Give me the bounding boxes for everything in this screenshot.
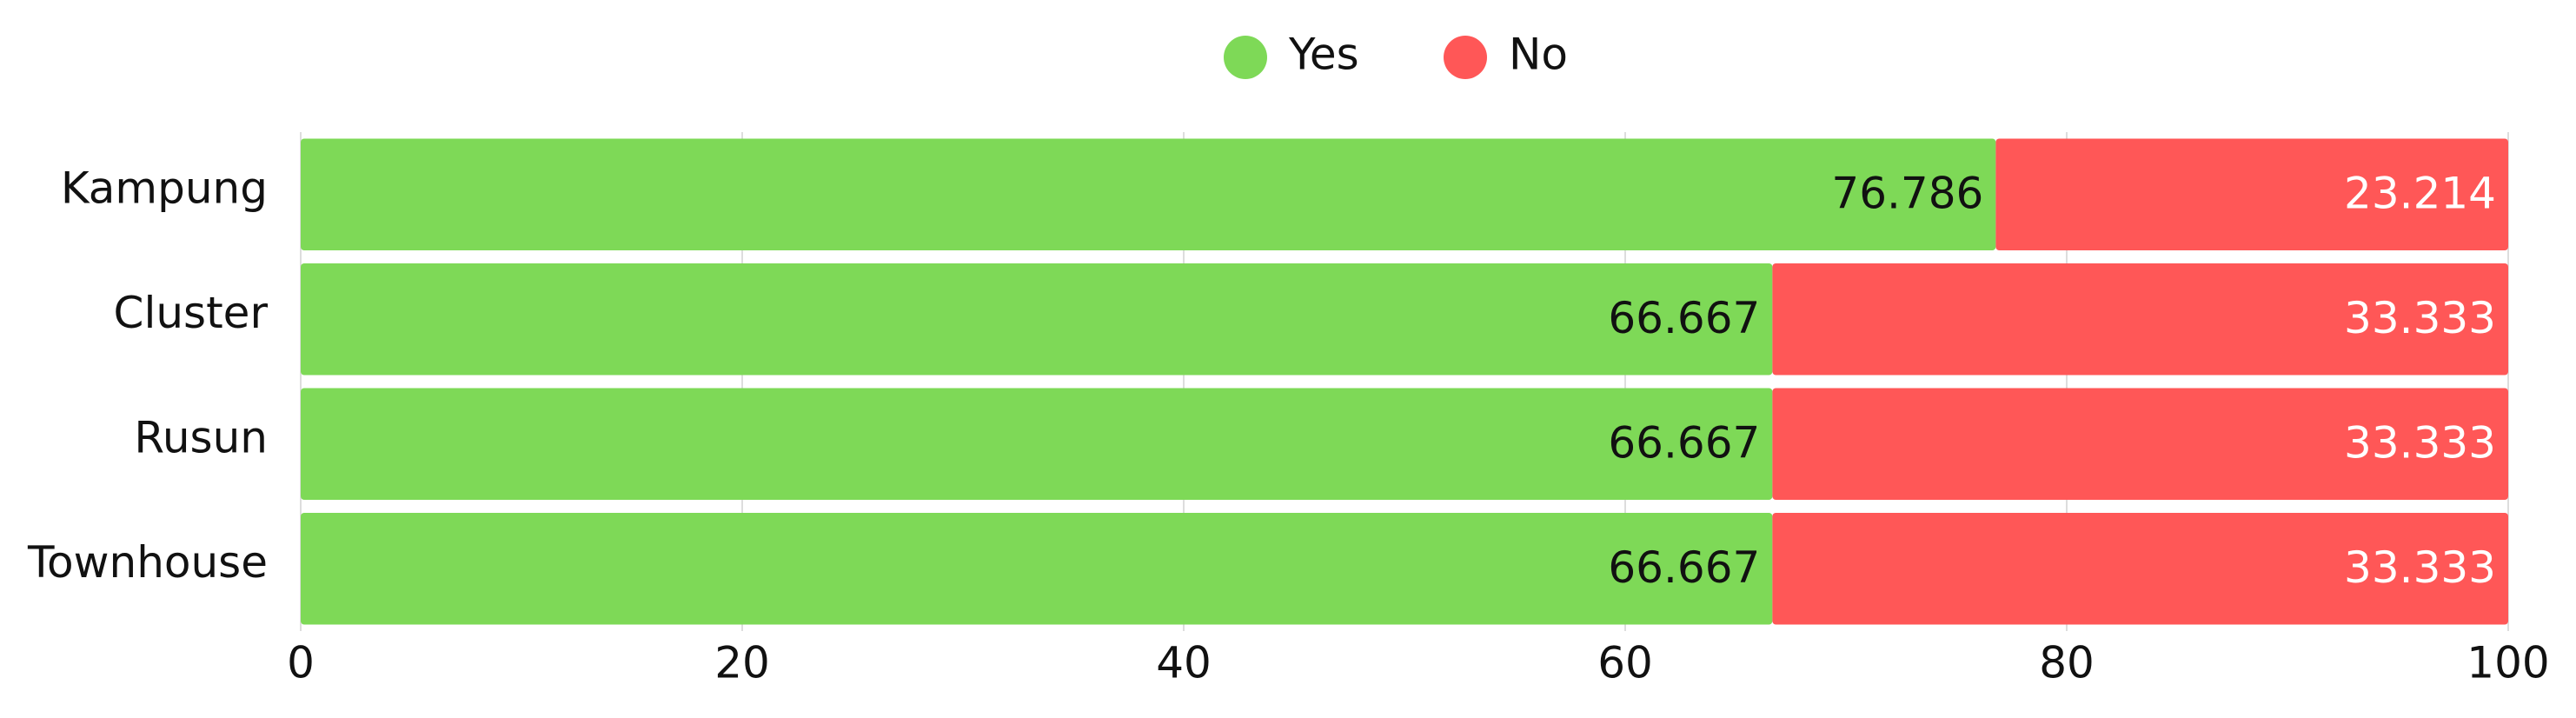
bar-segment: [301, 263, 1773, 376]
x-tick-label: 60: [1597, 638, 1653, 688]
y-tick-label: Kampung: [61, 163, 268, 213]
value-label: 66.667: [1608, 293, 1760, 343]
value-label: 66.667: [1608, 417, 1760, 468]
legend-swatch: [1444, 36, 1487, 79]
bar-segment: [301, 513, 1773, 625]
value-label: 23.214: [2344, 168, 2496, 218]
bar-segment: [1772, 513, 2508, 625]
x-tick-label: 20: [714, 638, 770, 688]
value-label: 33.333: [2344, 293, 2496, 343]
y-tick-label: Cluster: [114, 288, 269, 338]
bar-segment: [301, 388, 1773, 500]
y-tick-label: Townhouse: [27, 537, 268, 588]
x-tick-label: 100: [2466, 638, 2549, 688]
value-label: 33.333: [2344, 417, 2496, 468]
legend-label: No: [1509, 30, 1568, 80]
value-label: 66.667: [1608, 542, 1760, 593]
value-label: 76.786: [1831, 168, 1983, 218]
y-tick-label: Rusun: [134, 412, 268, 462]
legend-label: Yes: [1288, 30, 1359, 80]
legend-swatch: [1224, 36, 1267, 79]
x-tick-label: 80: [2039, 638, 2095, 688]
bar-segment: [1772, 263, 2508, 376]
bar-segment: [301, 138, 1996, 250]
x-tick-label: 40: [1156, 638, 1212, 688]
x-tick-label: 0: [287, 638, 315, 688]
bar-segment: [1772, 388, 2508, 500]
value-label: 33.333: [2344, 542, 2496, 593]
bar-segment: [1995, 138, 2508, 250]
